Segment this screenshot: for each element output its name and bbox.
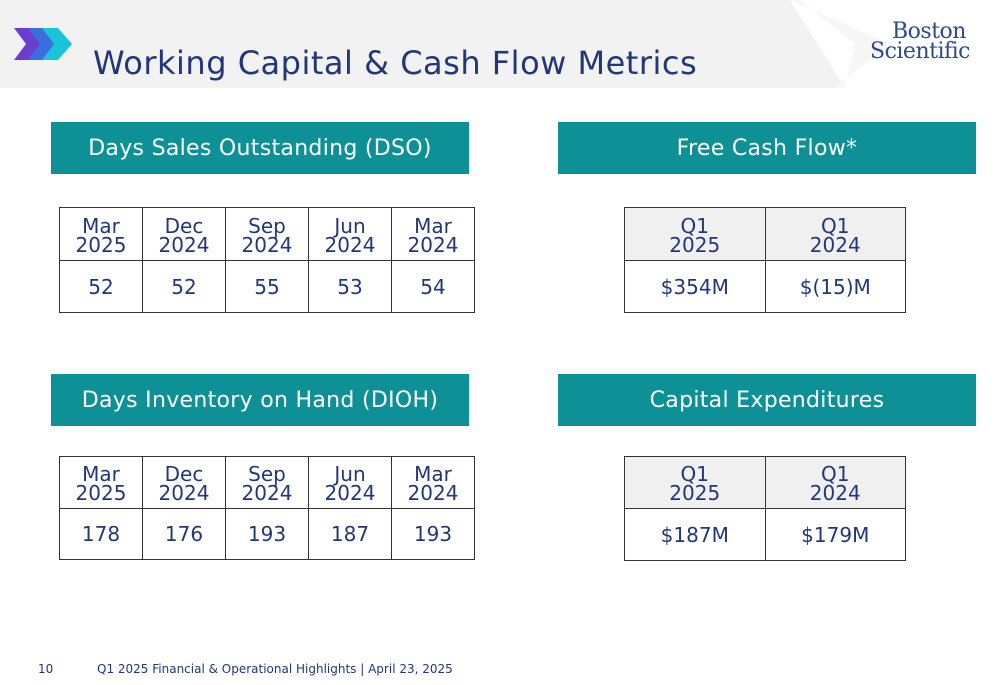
dso-col-header: Jun 2024 xyxy=(308,207,392,261)
dioh-section-header: Days Inventory on Hand (DIOH) xyxy=(51,374,469,426)
dso-col-header: Sep 2024 xyxy=(225,207,309,261)
fcf-section-header: Free Cash Flow* xyxy=(558,122,976,174)
dso-col-header: Mar 2024 xyxy=(391,207,475,261)
dioh-value-row: 178 176 193 187 193 xyxy=(59,508,475,560)
capex-value-row: $187M $179M xyxy=(624,508,906,561)
dioh-col-header: Sep 2024 xyxy=(225,456,309,509)
page-title: Working Capital & Cash Flow Metrics xyxy=(93,44,698,82)
capex-header-row: Q1 2025 Q1 2024 xyxy=(624,456,906,509)
dso-col-header: Mar 2025 xyxy=(59,207,143,261)
dioh-col-header: Mar 2025 xyxy=(59,456,143,509)
logo-line-1: Boston xyxy=(892,19,966,44)
capex-col-header: Q1 2025 xyxy=(624,456,766,509)
dso-header-row: Mar 2025 Dec 2024 Sep 2024 Jun 2024 Mar 2024 xyxy=(59,207,475,261)
footer-text: Q1 2025 Financial & Operational Highligh… xyxy=(97,662,453,676)
dso-value: 55 xyxy=(225,260,309,313)
capex-value: $187M xyxy=(624,508,766,561)
dso-value-row: 52 52 55 53 54 xyxy=(59,260,475,313)
fcf-header-row: Q1 2025 Q1 2024 xyxy=(624,207,906,261)
capex-section-header: Capital Expenditures xyxy=(558,374,976,426)
fcf-col-header: Q1 2024 xyxy=(764,207,906,261)
dioh-table: Mar 2025 Dec 2024 Sep 2024 Jun 2024 Mar 2024 … xyxy=(59,456,475,560)
dso-value: 53 xyxy=(308,260,392,313)
boston-scientific-logo: Boston Scientific xyxy=(860,19,980,64)
fcf-value: $354M xyxy=(624,260,766,313)
dioh-col-header: Dec 2024 xyxy=(142,456,226,509)
dioh-col-header: Jun 2024 xyxy=(308,456,392,509)
fcf-value: $(15)M xyxy=(764,260,906,313)
dso-value: 52 xyxy=(59,260,143,313)
capex-value: $179M xyxy=(764,508,906,561)
capex-table: Q1 2025 Q1 2024 $187M $179M xyxy=(624,456,906,561)
dioh-value: 176 xyxy=(142,508,226,560)
dso-col-header: Dec 2024 xyxy=(142,207,226,261)
dso-value: 54 xyxy=(391,260,475,313)
fcf-table: Q1 2025 Q1 2024 $354M $(15)M xyxy=(624,207,906,313)
dioh-header-row: Mar 2025 Dec 2024 Sep 2024 Jun 2024 Mar 2024 xyxy=(59,456,475,509)
page-number: 10 xyxy=(38,662,54,676)
dso-section-header: Days Sales Outstanding (DSO) xyxy=(51,122,469,174)
fcf-value-row: $354M $(15)M xyxy=(624,260,906,313)
dioh-value: 187 xyxy=(308,508,392,560)
header-background xyxy=(0,0,890,88)
dioh-value: 193 xyxy=(391,508,475,560)
fcf-col-header: Q1 2025 xyxy=(624,207,766,261)
dso-table: Mar 2025 Dec 2024 Sep 2024 Jun 2024 Mar 2024 … xyxy=(59,207,475,313)
header-band xyxy=(0,0,1000,88)
dso-value: 52 xyxy=(142,260,226,313)
capex-col-header: Q1 2024 xyxy=(764,456,906,509)
dioh-col-header: Mar 2024 xyxy=(391,456,475,509)
logo-line-2: Scientific xyxy=(870,39,971,64)
brand-chevron-icon xyxy=(14,28,72,60)
dioh-value: 178 xyxy=(59,508,143,560)
dioh-value: 193 xyxy=(225,508,309,560)
